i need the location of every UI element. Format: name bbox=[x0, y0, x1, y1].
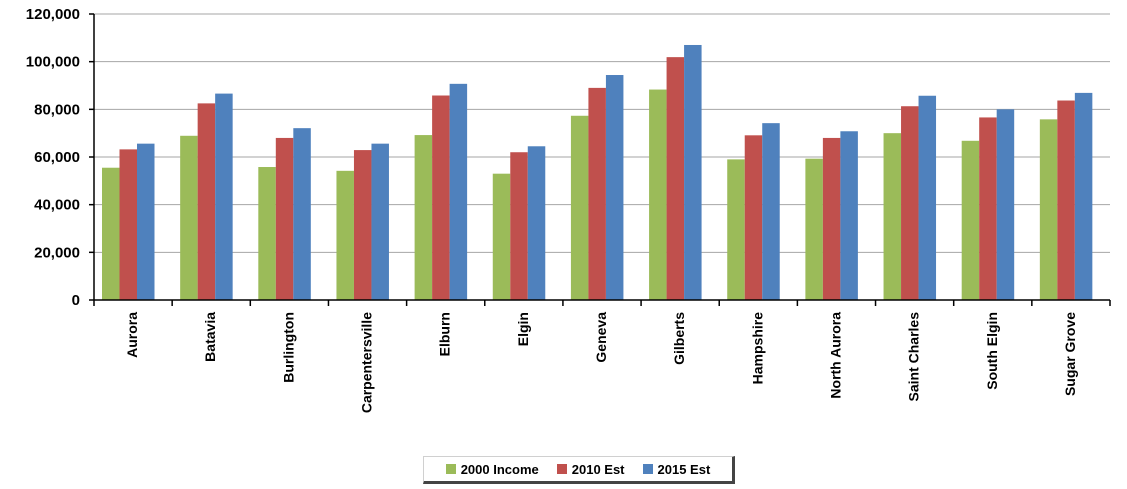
bar-hampshire-series-1 bbox=[744, 135, 763, 300]
bar-gilberts-series-1 bbox=[666, 57, 685, 300]
bar-elgin-series-2 bbox=[527, 146, 546, 300]
y-tick-label: 40,000 bbox=[34, 197, 80, 214]
legend-item-series-1: 2010 Est bbox=[556, 461, 625, 477]
bar-elgin-series-0 bbox=[492, 173, 511, 300]
bar-north-aurora-series-0 bbox=[805, 158, 823, 300]
bar-hampshire-series-2 bbox=[762, 123, 780, 300]
bar-burlington-series-2 bbox=[293, 128, 311, 300]
bar-carpentersville-series-0 bbox=[336, 170, 354, 300]
x-tick-label: Geneva bbox=[593, 312, 609, 363]
bar-aurora-series-0 bbox=[102, 167, 120, 300]
x-tick-label: Gilberts bbox=[671, 312, 687, 365]
legend-item-series-0: 2000 Income bbox=[445, 461, 539, 477]
bar-elburn-series-2 bbox=[449, 83, 468, 300]
y-tick-label: 20,000 bbox=[34, 244, 80, 261]
legend-label-series-0: 2000 Income bbox=[460, 461, 539, 477]
y-tick-label: 100,000 bbox=[26, 54, 80, 71]
y-tick-label: 80,000 bbox=[34, 101, 80, 118]
y-tick-labels: 0 20,000 40,000 60,000 80,000 100,000 120,000 bbox=[26, 6, 80, 309]
bar-sugar-grove-series-1 bbox=[1057, 100, 1075, 300]
x-tick-label: Elgin bbox=[515, 312, 531, 346]
x-tick-label: Burlington bbox=[280, 312, 296, 383]
bar-north-aurora-series-2 bbox=[840, 131, 858, 300]
axes bbox=[89, 13, 1111, 306]
bar-elgin-series-1 bbox=[510, 152, 528, 300]
x-tick-label: Carpentersville bbox=[359, 312, 375, 413]
legend-label-series-1: 2010 Est bbox=[571, 461, 625, 477]
x-tick-label: Elburn bbox=[437, 312, 453, 356]
y-tick-label: 60,000 bbox=[34, 149, 80, 166]
y-tick-label: 0 bbox=[72, 292, 80, 309]
x-tick-label: Batavia bbox=[202, 312, 218, 362]
x-tick-labels: Aurora Batavia Burlington Carpentersville El… bbox=[124, 312, 1078, 413]
bar-batavia-series-1 bbox=[197, 103, 216, 300]
bar-burlington-series-1 bbox=[275, 137, 294, 300]
bar-south-elgin-series-1 bbox=[979, 117, 997, 300]
legend-swatch-series-2 bbox=[642, 464, 653, 474]
bar-chart: 020,00040,00060,00080,000100,000120,000 … bbox=[26, 6, 1111, 413]
x-tick-label: South Elgin bbox=[984, 312, 1000, 390]
bar-carpentersville-series-1 bbox=[353, 150, 372, 300]
x-tick-label: Aurora bbox=[124, 312, 140, 358]
legend-label-series-2: 2015 Est bbox=[657, 461, 711, 477]
x-tick-label: Sugar Grove bbox=[1062, 312, 1078, 396]
bar-gilberts-series-0 bbox=[649, 89, 667, 300]
y-tick-label: 120,000 bbox=[26, 6, 80, 23]
bar-hampshire-series-0 bbox=[727, 159, 745, 300]
bars bbox=[102, 44, 1093, 301]
bar-saint-charles-series-2 bbox=[918, 95, 937, 300]
bar-south-elgin-series-2 bbox=[996, 109, 1015, 300]
bar-sugar-grove-series-0 bbox=[1039, 119, 1058, 301]
x-tick-label: Hampshire bbox=[749, 312, 765, 385]
x-tick-label: Saint Charles bbox=[906, 312, 922, 402]
bar-geneva-series-2 bbox=[605, 75, 624, 300]
bar-elburn-series-0 bbox=[414, 135, 433, 300]
bar-burlington-series-0 bbox=[258, 167, 276, 300]
legend-swatch-series-1 bbox=[556, 464, 567, 474]
legend: 2000 Income 2010 Est 2015 Est bbox=[423, 456, 735, 484]
bar-saint-charles-series-1 bbox=[901, 106, 919, 300]
bar-batavia-series-2 bbox=[215, 93, 233, 300]
bar-aurora-series-2 bbox=[137, 143, 155, 300]
bar-carpentersville-series-2 bbox=[371, 143, 389, 300]
bar-batavia-series-0 bbox=[180, 135, 198, 300]
bar-elburn-series-1 bbox=[432, 95, 450, 300]
bar-saint-charles-series-0 bbox=[883, 133, 902, 300]
bar-north-aurora-series-1 bbox=[822, 137, 841, 300]
bar-aurora-series-1 bbox=[119, 149, 137, 300]
bar-south-elgin-series-0 bbox=[961, 140, 980, 300]
legend-item-series-2: 2015 Est bbox=[642, 461, 711, 477]
bar-geneva-series-1 bbox=[588, 87, 606, 300]
legend-swatch-series-0 bbox=[445, 464, 456, 474]
bar-gilberts-series-2 bbox=[684, 44, 702, 300]
bar-sugar-grove-series-2 bbox=[1074, 92, 1093, 300]
bar-geneva-series-0 bbox=[570, 115, 589, 300]
x-tick-label: North Aurora bbox=[827, 312, 843, 399]
